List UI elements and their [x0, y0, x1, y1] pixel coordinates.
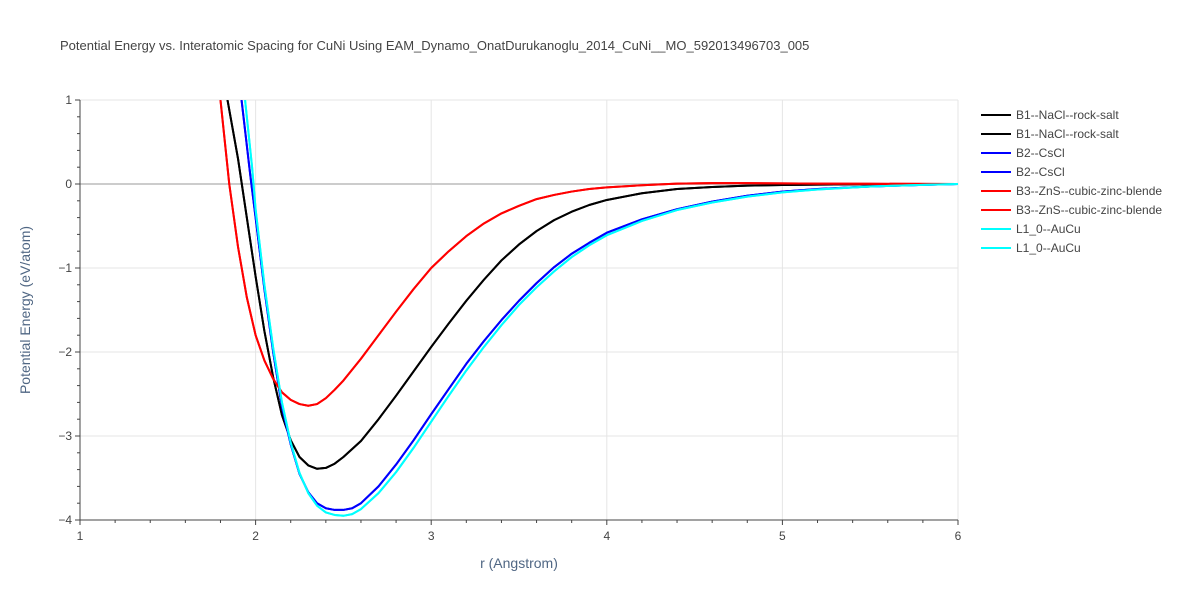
- x-tick-label-1: 2: [252, 529, 259, 543]
- legend-label-5: B3--ZnS--cubic-zinc-blende: [1016, 203, 1162, 217]
- x-tick-label-5: 6: [955, 529, 962, 543]
- legend-label-2: B2--CsCl: [1016, 146, 1065, 160]
- series-line-5: [219, 100, 958, 407]
- x-tick-label-0: 1: [77, 529, 84, 543]
- x-tick-label-4: 5: [779, 529, 786, 543]
- series-line-6: [244, 100, 958, 517]
- y-tick-label-5: −4: [58, 513, 72, 527]
- legend[interactable]: B1--NaCl--rock-salt B1--NaCl--rock-salt B2…: [981, 108, 1162, 255]
- series-line-0: [226, 100, 958, 470]
- legend-label-4: B3--ZnS--cubic-zinc-blende: [1016, 184, 1162, 198]
- x-axis-label: r (Angstrom): [480, 555, 558, 571]
- series-line-3: [240, 100, 958, 511]
- legend-label-7: L1_0--AuCu: [1016, 241, 1081, 255]
- legend-label-3: B2--CsCl: [1016, 165, 1065, 179]
- series-layer: [219, 100, 958, 517]
- legend-item-7[interactable]: L1_0--AuCu: [981, 241, 1081, 255]
- legend-label-6: L1_0--AuCu: [1016, 222, 1081, 236]
- legend-item-1[interactable]: B1--NaCl--rock-salt: [981, 127, 1119, 141]
- legend-item-5[interactable]: B3--ZnS--cubic-zinc-blende: [981, 203, 1162, 217]
- y-tick-label-4: −3: [58, 429, 72, 443]
- series-line-7: [244, 100, 958, 517]
- series-line-4: [219, 100, 958, 407]
- legend-item-6[interactable]: L1_0--AuCu: [981, 222, 1081, 236]
- y-tick-label-1: 0: [65, 177, 72, 191]
- series-line-2: [240, 100, 958, 511]
- legend-item-4[interactable]: B3--ZnS--cubic-zinc-blende: [981, 184, 1162, 198]
- legend-item-0[interactable]: B1--NaCl--rock-salt: [981, 108, 1119, 122]
- axes: 1 2 3 4 5 6 1 0 −1 −2 −3 −4: [58, 93, 961, 543]
- x-tick-label-2: 3: [428, 529, 435, 543]
- x-tick-label-3: 4: [603, 529, 610, 543]
- legend-item-3[interactable]: B2--CsCl: [981, 165, 1065, 179]
- y-axis-label: Potential Energy (eV/atom): [17, 226, 33, 394]
- y-tick-label-2: −1: [58, 261, 72, 275]
- grid: [80, 99, 959, 521]
- legend-item-2[interactable]: B2--CsCl: [981, 146, 1065, 160]
- legend-label-1: B1--NaCl--rock-salt: [1016, 127, 1119, 141]
- series-line-1: [226, 100, 958, 470]
- y-tick-label-3: −2: [58, 345, 72, 359]
- legend-label-0: B1--NaCl--rock-salt: [1016, 108, 1119, 122]
- y-tick-label-0: 1: [65, 93, 72, 107]
- chart-title: Potential Energy vs. Interatomic Spacing…: [60, 38, 809, 53]
